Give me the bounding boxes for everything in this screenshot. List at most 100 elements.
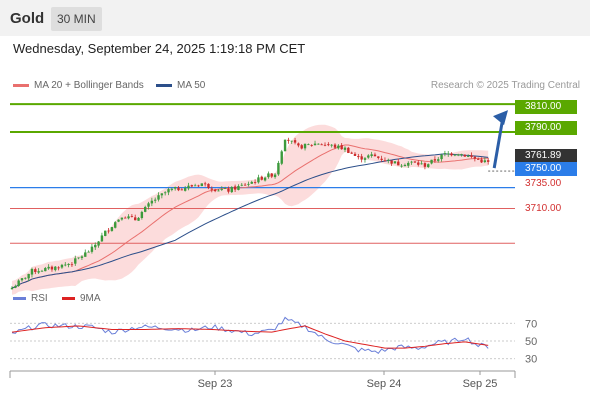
candle-body — [104, 230, 107, 236]
time-axis: Sep 23 Sep 24 Sep 25 — [9, 370, 516, 390]
candle-body — [217, 190, 220, 192]
ma20-swatch — [13, 83, 29, 87]
candle-body — [450, 153, 453, 156]
ma50-swatch — [156, 83, 172, 87]
candle-body — [203, 183, 207, 185]
candle-body — [124, 217, 127, 219]
current-price-label: 3761.89 — [515, 149, 577, 163]
candle-body — [190, 185, 194, 187]
candle-body — [134, 217, 137, 221]
legend-ma50-label: MA 50 — [177, 80, 206, 91]
credit-text: Research © 2025 Trading Central — [430, 80, 580, 91]
ma20-line — [11, 144, 489, 289]
legend-ma20-label: MA 20 + Bollinger Bands — [34, 80, 144, 91]
candle-body — [283, 139, 287, 152]
candle-body — [373, 154, 377, 157]
candle-body — [437, 159, 440, 161]
candle-body — [94, 244, 97, 248]
legend-ma9-label: 9MA — [80, 293, 101, 304]
candle-body — [243, 184, 247, 186]
candle-body — [157, 195, 160, 200]
candle-body — [337, 145, 340, 149]
bollinger-band — [12, 124, 489, 295]
rsi-swatch — [13, 296, 26, 300]
candle-body — [303, 143, 307, 149]
instrument-title: Gold — [10, 10, 45, 27]
candle-body — [107, 230, 110, 232]
candle-body — [357, 156, 360, 158]
legend-rsi: RSI — [13, 293, 48, 304]
timeframe-button[interactable]: 30 MIN — [51, 7, 102, 31]
candle-body — [430, 159, 433, 164]
candle-body — [183, 188, 187, 191]
candle-body — [260, 176, 263, 180]
candle-body — [370, 154, 373, 157]
candle-body — [223, 188, 227, 189]
candle-body — [393, 161, 397, 164]
candle-body — [14, 286, 17, 288]
candle-body — [170, 188, 174, 190]
candle-body — [50, 266, 54, 270]
candle-body — [187, 185, 190, 189]
candle-body — [313, 143, 317, 146]
candle-body — [263, 177, 267, 181]
candle-body — [37, 271, 40, 273]
x-tick-label: Sep 25 — [463, 378, 498, 390]
candle-body — [207, 183, 210, 188]
candle-body — [87, 251, 90, 253]
candle-body — [237, 185, 240, 190]
candle-body — [447, 153, 450, 155]
candle-body — [327, 144, 330, 146]
candle-body — [383, 160, 387, 162]
candle-body — [380, 158, 383, 160]
candle-body — [163, 192, 167, 194]
candle-body — [213, 189, 217, 192]
candle-body — [407, 162, 410, 166]
candle-body — [24, 277, 27, 279]
candle-body — [193, 185, 197, 187]
moving-averages — [11, 144, 489, 289]
candle-body — [280, 151, 283, 164]
candle-body — [140, 211, 144, 219]
candle-body — [200, 183, 204, 187]
candle-body — [70, 264, 74, 266]
candle-body — [227, 188, 230, 192]
rsi-panel: 70 50 30 — [10, 316, 537, 366]
candle-body — [47, 266, 50, 269]
candle-body — [240, 184, 243, 186]
candle-body — [127, 216, 130, 219]
candle-body — [210, 188, 213, 190]
candle-body — [67, 263, 70, 266]
candle-body — [197, 185, 200, 187]
candle-body — [84, 252, 87, 257]
candle-body — [90, 246, 94, 252]
timestamp: Wednesday, September 24, 2025 1:19:18 PM… — [13, 41, 306, 56]
bollinger-band-fill — [12, 124, 489, 295]
support-1-label: 3735.00 — [525, 178, 562, 189]
candle-body — [473, 156, 477, 159]
candle-body — [297, 143, 300, 146]
resistance-1-label: 3790.00 — [515, 121, 577, 135]
candle-body — [233, 186, 237, 190]
support-2-label: 3710.00 — [525, 203, 562, 214]
candle-body — [257, 177, 260, 183]
candle-body — [167, 189, 170, 193]
candle-body — [440, 154, 443, 160]
candle-body — [130, 216, 134, 217]
candle-body — [387, 159, 390, 161]
candle-body — [267, 173, 270, 178]
candle-body — [460, 154, 463, 155]
candle-body — [353, 153, 357, 156]
ma50-line — [11, 153, 489, 289]
legend-ma50: MA 50 — [156, 80, 205, 91]
rsi-tick-50: 50 — [525, 336, 537, 348]
candle-body — [173, 187, 177, 189]
candle-body — [400, 165, 403, 167]
candle-body — [320, 144, 323, 146]
candle-body — [300, 145, 303, 149]
candle-body — [453, 154, 457, 156]
candle-body — [40, 270, 44, 272]
candle-body — [77, 257, 80, 259]
candle-body — [480, 159, 483, 163]
